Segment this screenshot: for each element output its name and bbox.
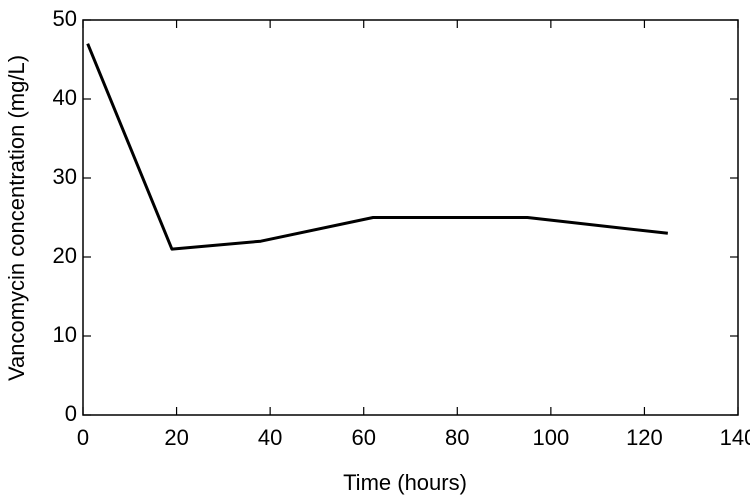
y-tick-label: 20 <box>53 243 77 268</box>
y-tick-label: 10 <box>53 322 77 347</box>
y-tick-label: 30 <box>53 164 77 189</box>
x-tick-label: 20 <box>164 425 188 450</box>
x-axis-label: Time (hours) <box>343 470 467 495</box>
x-tick-label: 0 <box>77 425 89 450</box>
y-tick-label: 0 <box>65 401 77 426</box>
x-tick-label: 40 <box>258 425 282 450</box>
plot-frame <box>82 19 739 416</box>
x-tick-label: 140 <box>720 425 750 450</box>
y-axis-label: Vancomycin concentration (mg/L) <box>4 55 29 381</box>
y-tick-label: 40 <box>53 85 77 110</box>
x-tick-label: 60 <box>351 425 375 450</box>
x-tick-label: 120 <box>626 425 663 450</box>
x-tick-label: 100 <box>532 425 569 450</box>
x-tick-label: 80 <box>445 425 469 450</box>
y-tick-label: 50 <box>53 6 77 31</box>
data-line <box>86 43 668 251</box>
